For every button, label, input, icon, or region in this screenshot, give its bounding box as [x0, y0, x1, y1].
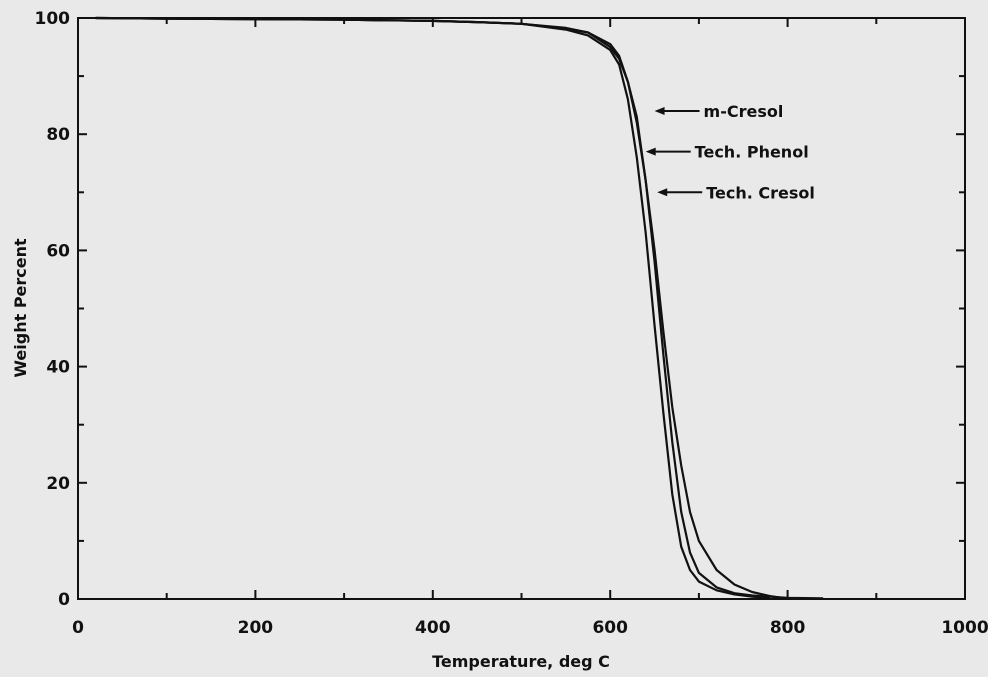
x-tick-label: 1000 [941, 618, 988, 638]
plot-frame [77, 17, 966, 600]
annotations: m-Cresol Tech. Phenol Tech. Cresol [645, 102, 815, 202]
annotation-arrowhead [654, 106, 665, 115]
annotation-arrowhead [645, 147, 656, 156]
y-tick-label: 20 [46, 474, 70, 494]
annotation-arrowhead [657, 188, 668, 197]
series-line-2 [95, 16, 770, 599]
x-tick-label: 400 [415, 618, 451, 638]
y-tick-label: 100 [35, 9, 71, 29]
x-tick-label: 200 [238, 618, 274, 638]
y-tick-label: 0 [58, 590, 70, 610]
x-tick-label: 600 [592, 618, 628, 638]
x-tick-label: 0 [72, 618, 84, 638]
x-tick-label: 800 [770, 618, 806, 638]
x-axis-title: Temperature, deg C [432, 652, 610, 671]
series-line-3 [95, 16, 824, 600]
x-axis-ticks: 0 200 400 600 800 1000 [72, 18, 988, 638]
data-series [95, 16, 824, 600]
y-tick-label: 40 [46, 358, 70, 378]
y-tick-label: 60 [46, 241, 70, 261]
y-axis-ticks: 0 20 40 60 80 100 [35, 9, 965, 610]
series-line-1 [95, 16, 779, 599]
annotation-label: m-Cresol [704, 102, 784, 121]
annotation-label: Tech. Cresol [706, 183, 815, 202]
y-axis-title: Weight Percent [11, 238, 30, 378]
y-tick-label: 80 [46, 125, 70, 145]
annotation-label: Tech. Phenol [695, 143, 809, 162]
